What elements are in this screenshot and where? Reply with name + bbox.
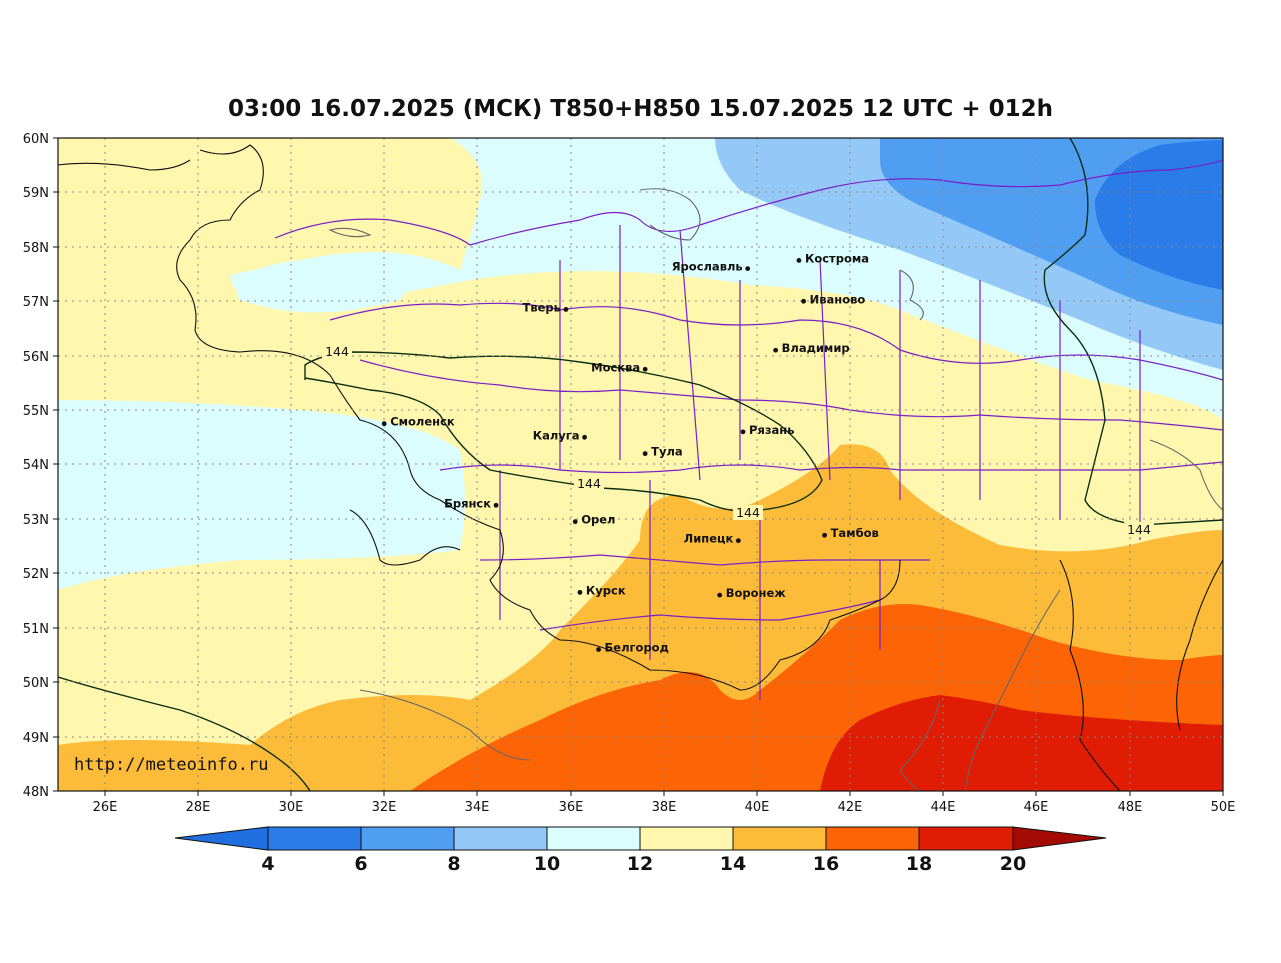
colorbar-label: 6 bbox=[354, 853, 367, 875]
city-label: Орел bbox=[581, 513, 615, 527]
city-label: Рязань bbox=[749, 423, 794, 437]
city-label: Калуга bbox=[533, 428, 580, 442]
city-label: Курск bbox=[586, 583, 626, 597]
city-label: Белгород bbox=[605, 641, 669, 655]
city-marker bbox=[773, 347, 779, 353]
lon-tick: 26E bbox=[93, 800, 118, 815]
city-marker bbox=[801, 298, 806, 304]
city-marker bbox=[822, 532, 827, 538]
lat-tick: 51N bbox=[23, 622, 49, 637]
city-label: Липецк bbox=[684, 532, 734, 546]
colorbar-left-arrow bbox=[174, 826, 269, 851]
lat-tick: 49N bbox=[23, 731, 49, 746]
city-marker bbox=[596, 647, 601, 652]
contour-labels: 144 144 144 144 bbox=[322, 344, 1154, 537]
colorbar-right-arrow bbox=[1012, 826, 1107, 851]
colorbar-label: 20 bbox=[1000, 853, 1026, 875]
lat-tick: 54N bbox=[23, 458, 49, 473]
city-label: Иваново bbox=[810, 292, 866, 306]
zone-12-14-west bbox=[230, 265, 407, 313]
watermark-url: http://meteoinfo.ru bbox=[74, 755, 268, 775]
lon-tick: 38E bbox=[652, 800, 677, 815]
lat-tick: 55N bbox=[23, 404, 49, 419]
lon-tick: 40E bbox=[745, 800, 770, 815]
lat-tick-labels: 60N 59N 58N 57N 56N 55N 54N 53N 52N 51N … bbox=[23, 132, 49, 800]
colorbar-bin bbox=[639, 826, 734, 851]
colorbar-label: 10 bbox=[534, 853, 560, 875]
city-marker bbox=[796, 258, 802, 263]
contour-label: 144 bbox=[1127, 522, 1151, 537]
city-marker bbox=[493, 502, 499, 508]
colorbar-labels: 4 6 8 10 12 14 16 18 20 bbox=[261, 853, 1026, 875]
water-features bbox=[328, 188, 1223, 791]
city-marker bbox=[642, 451, 648, 457]
city-label: Тамбов bbox=[831, 526, 879, 540]
city-marker bbox=[642, 366, 648, 372]
city-marker bbox=[745, 266, 751, 271]
city-marker bbox=[740, 429, 746, 435]
lon-tick: 32E bbox=[372, 800, 397, 815]
colorbar-label: 14 bbox=[720, 853, 746, 875]
grid-lines bbox=[58, 138, 1223, 791]
city-layer: Ярославль Кострома Иваново Тверь Владимир Мос… bbox=[381, 251, 879, 655]
colorbar-bin bbox=[546, 826, 641, 851]
lat-tick: 50N bbox=[23, 676, 49, 691]
city-label: Брянск bbox=[444, 496, 491, 510]
lon-tick: 28E bbox=[186, 800, 211, 815]
lat-tick: 52N bbox=[23, 567, 49, 582]
city-label: Смоленск bbox=[390, 415, 455, 429]
city-marker bbox=[572, 519, 578, 525]
city-marker bbox=[717, 592, 723, 598]
colorbar-label: 16 bbox=[813, 853, 839, 875]
lon-tick: 36E bbox=[559, 800, 584, 815]
lon-tick-labels: 26E 28E 30E 32E 34E 36E 38E 40E 42E 44E … bbox=[93, 800, 1236, 815]
tick-marks bbox=[53, 137, 1224, 796]
colorbar-bin bbox=[918, 826, 1014, 851]
lat-tick: 57N bbox=[23, 295, 49, 310]
city-marker bbox=[582, 434, 587, 440]
lon-tick: 50E bbox=[1211, 800, 1236, 815]
lat-tick: 60N bbox=[23, 132, 49, 147]
colorbar-bin bbox=[825, 826, 920, 851]
contour-label: 144 bbox=[325, 344, 349, 359]
map-title: 03:00 16.07.2025 (МСК) T850+H850 15.07.2… bbox=[227, 96, 1053, 122]
colorbar-bin bbox=[360, 826, 455, 851]
lat-tick: 58N bbox=[23, 241, 49, 256]
colorbar-label: 4 bbox=[261, 853, 274, 875]
city-label: Тула bbox=[651, 445, 683, 459]
colorbar-label: 8 bbox=[447, 853, 460, 875]
city-marker bbox=[563, 307, 569, 312]
colorbar bbox=[174, 826, 1107, 851]
lat-tick: 48N bbox=[23, 785, 49, 800]
lon-tick: 42E bbox=[838, 800, 863, 815]
contour-label: 144 bbox=[577, 476, 601, 491]
city-marker bbox=[735, 538, 741, 544]
colorbar-bin bbox=[267, 826, 362, 851]
lon-tick: 48E bbox=[1118, 800, 1143, 815]
city-label: Владимир bbox=[782, 341, 850, 355]
lat-tick: 56N bbox=[23, 350, 49, 365]
city-label: Москва bbox=[591, 360, 640, 374]
lon-tick: 30E bbox=[279, 800, 304, 815]
city-label: Тверь bbox=[523, 300, 561, 314]
colorbar-bin bbox=[453, 826, 548, 851]
region-borders bbox=[274, 159, 1223, 700]
zone-20-plus bbox=[820, 695, 1223, 791]
city-label: Воронеж bbox=[726, 586, 787, 600]
lon-tick: 34E bbox=[465, 800, 490, 815]
colorbar-label: 12 bbox=[627, 853, 653, 875]
lat-tick: 59N bbox=[23, 186, 49, 201]
colorbar-label: 18 bbox=[906, 853, 932, 875]
lon-tick: 46E bbox=[1024, 800, 1049, 815]
colorbar-bin bbox=[732, 826, 827, 851]
city-marker bbox=[381, 421, 387, 427]
lon-tick: 44E bbox=[931, 800, 956, 815]
lat-tick: 53N bbox=[23, 513, 49, 528]
zone-6-8 bbox=[1095, 140, 1223, 290]
city-label: Кострома bbox=[805, 251, 869, 265]
city-marker bbox=[577, 589, 583, 595]
contour-label: 144 bbox=[736, 505, 760, 520]
city-label: Ярославль bbox=[672, 260, 743, 274]
